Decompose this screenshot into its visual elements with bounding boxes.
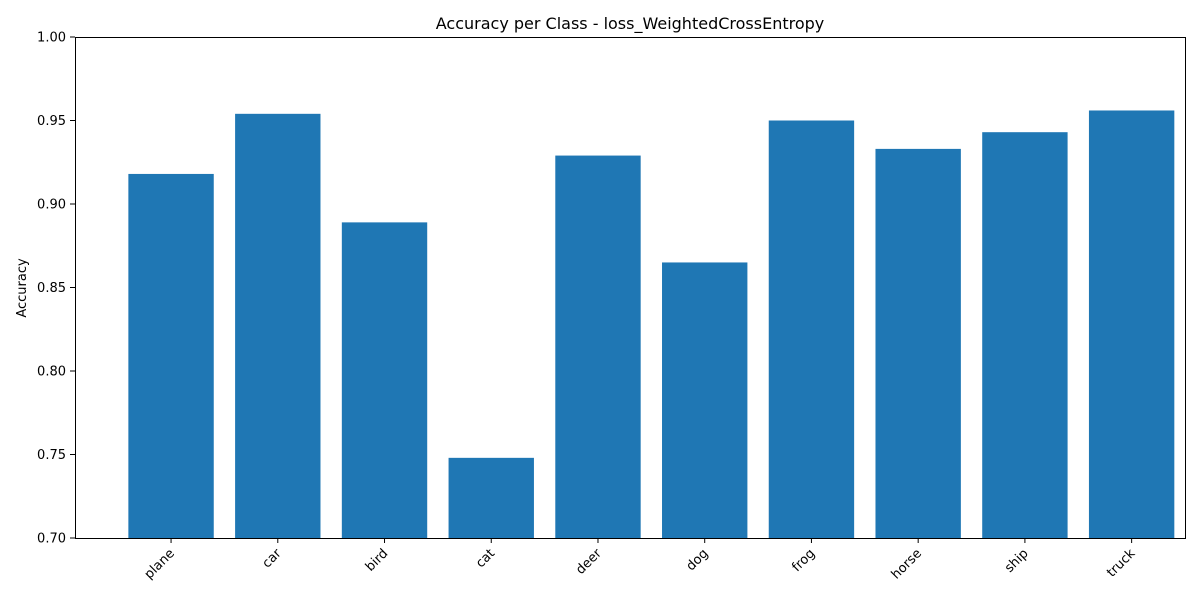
y-tick-label: 1.00 [37, 31, 66, 46]
bar-plane [128, 173, 214, 538]
x-tick-label: horse [889, 546, 925, 582]
x-tick-label: dog [684, 546, 712, 574]
bar-truck [1088, 110, 1175, 538]
x-ticks-layer: plane car bird cat deer dog frog horse ship truck [142, 538, 1139, 583]
bar-dog [662, 262, 748, 538]
axes-frame [75, 37, 1186, 539]
bar-car [235, 113, 321, 538]
x-tick-label: frog [789, 546, 818, 575]
bar-frog [768, 120, 855, 538]
y-axis-label: Accuracy [15, 258, 30, 318]
x-tick-label: plane [142, 546, 178, 582]
bar-cat [448, 457, 534, 538]
y-tick-label: 0.90 [37, 198, 66, 213]
x-tick-label: car [260, 546, 286, 572]
x-tick-label: ship [1002, 546, 1032, 576]
x-tick-label: cat [473, 546, 498, 571]
chart-title: Accuracy per Class - loss_WeightedCrossE… [436, 14, 825, 34]
x-tick-label: deer [573, 546, 605, 578]
x-tick-label: truck [1104, 546, 1139, 581]
bar-deer [555, 155, 641, 538]
y-ticks-layer: 0.70 0.75 0.80 0.85 0.90 0.95 1.00 [37, 31, 75, 547]
bar-horse [875, 148, 961, 538]
bar-bird [341, 222, 428, 538]
bars-layer [128, 110, 1175, 538]
y-tick-label: 0.85 [37, 281, 66, 296]
x-tick-label: bird [363, 546, 391, 574]
bar-ship [982, 132, 1068, 538]
y-tick-label: 0.80 [37, 365, 66, 380]
y-tick-label: 0.95 [37, 114, 66, 129]
y-tick-label: 0.75 [37, 448, 66, 463]
y-tick-label: 0.70 [37, 532, 66, 547]
